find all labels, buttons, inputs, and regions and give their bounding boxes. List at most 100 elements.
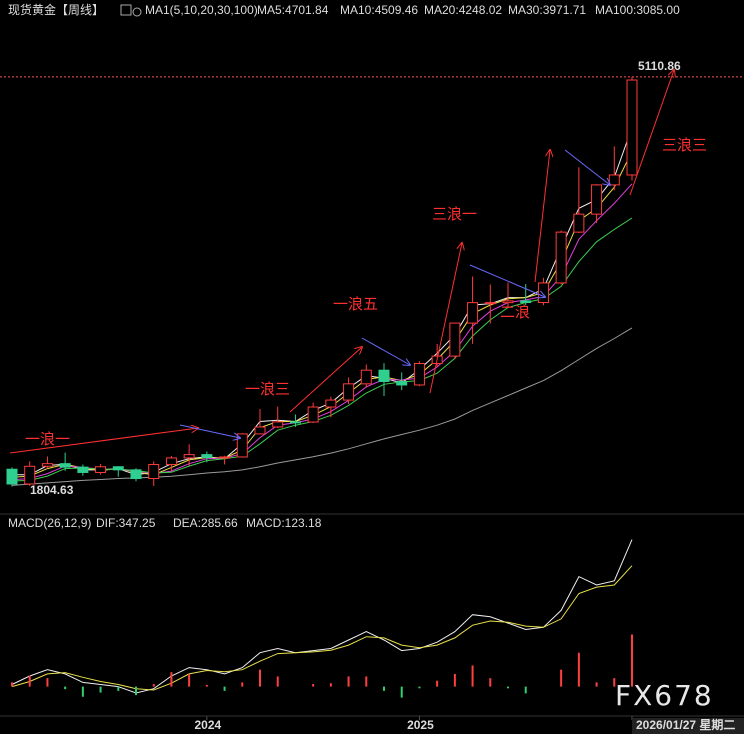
macd-bar — [613, 678, 616, 687]
candle-body — [272, 421, 284, 428]
macd-bar — [400, 686, 403, 698]
macd-bar — [205, 684, 208, 687]
legend-value: 4701.84 — [285, 3, 329, 17]
candle-body — [165, 457, 177, 466]
macd-bar — [152, 684, 155, 687]
icon — [120, 4, 132, 16]
candle-body — [148, 464, 160, 480]
legend-name: MA10: — [340, 3, 375, 17]
low-label: 1804.63 — [30, 483, 74, 497]
macd-bar — [365, 676, 368, 687]
candle-body — [608, 174, 620, 186]
candle-body — [591, 184, 603, 215]
x-tick-label: 2025 — [407, 718, 434, 732]
legend-entry: MA10:4509.46 — [340, 3, 418, 17]
macd-bar — [631, 634, 633, 687]
legend-name: MA20: — [424, 3, 459, 17]
macd-bar — [81, 686, 84, 697]
legend-name: MACD: — [246, 516, 285, 530]
series-line — [11, 151, 633, 478]
legend-entry: MA20:4248.02 — [424, 3, 502, 17]
macd-bar — [276, 676, 279, 687]
legend-name: MA5: — [257, 3, 285, 17]
macd-bar — [135, 686, 137, 696]
arrow — [429, 243, 462, 394]
macd-bar — [241, 682, 244, 687]
candle-body — [413, 363, 425, 386]
macd-bar — [64, 686, 67, 690]
candle-body — [236, 433, 248, 458]
annotation: 一浪三 — [245, 381, 290, 398]
legend-value: 4509.46 — [375, 3, 419, 17]
indicator-label: MA1(5,10,20,30,100) — [145, 3, 258, 17]
legend-value: 285.66 — [201, 516, 238, 530]
macd-bar — [223, 686, 226, 691]
macd-bar — [595, 682, 598, 687]
macd-bar — [329, 683, 332, 687]
legend-name: MA30: — [508, 3, 543, 17]
legend-entry: MACD:123.18 — [246, 516, 322, 530]
legend-entry: MA5:4701.84 — [257, 3, 329, 17]
candle-body — [520, 300, 532, 304]
chart-title: 现货黄金【周线】 — [8, 2, 104, 17]
candle-body — [325, 399, 337, 408]
legend-value: 3971.71 — [543, 3, 587, 17]
candle-body — [289, 421, 301, 424]
legend-value: 123.18 — [285, 516, 322, 530]
candle-body — [502, 300, 514, 304]
wave-arrows — [9, 70, 674, 454]
arrow — [289, 347, 362, 413]
annotation: 三浪三 — [662, 137, 707, 154]
legend-name: DIF: — [96, 516, 119, 530]
plot: MA5:4701.84 MA10:4509.46 MA20:4248.02 MA30:… — [0, 3, 744, 734]
candle-body — [307, 406, 319, 423]
candle-body — [130, 469, 142, 480]
arrow — [534, 150, 550, 283]
candle-body — [378, 369, 390, 382]
x-tick-label: 2026/01/27 星期二 — [636, 717, 735, 732]
x-tick-label: 2024 — [195, 718, 222, 732]
annotation: 一浪一 — [25, 431, 70, 448]
annotation: 三浪一 — [432, 206, 477, 223]
legend-entry: DEA:285.66 — [173, 516, 238, 530]
candle-body — [183, 454, 195, 459]
arrow — [469, 264, 545, 297]
candle-body — [484, 302, 496, 305]
candle-body — [77, 466, 89, 473]
series-line — [11, 183, 633, 481]
arrow — [629, 70, 674, 196]
candle-body — [112, 466, 124, 471]
macd-bar — [188, 673, 191, 687]
legend-name: DEA: — [173, 516, 201, 530]
candle-body — [360, 369, 372, 385]
macd-bar — [507, 686, 509, 689]
candle-body — [201, 454, 213, 458]
panel-title: MACD(26,12,9) — [8, 516, 91, 530]
macd-bar — [259, 669, 261, 687]
macd-bar — [453, 673, 456, 687]
candle-body — [396, 380, 408, 386]
macd-bar — [99, 686, 102, 693]
candle-body — [6, 468, 18, 485]
legend-value: 3085.00 — [636, 3, 680, 17]
arrow — [564, 149, 610, 185]
candle-body — [449, 322, 461, 357]
candle-body — [24, 465, 36, 485]
macd-bar — [436, 680, 439, 687]
series-line — [11, 565, 633, 691]
arrow — [361, 337, 410, 365]
candle-body — [555, 231, 567, 284]
candle-body — [254, 426, 266, 435]
macd-bar — [46, 678, 49, 687]
series-line — [11, 217, 633, 482]
macd-bar — [383, 686, 385, 691]
candle-body — [467, 302, 479, 324]
macd-bar — [577, 652, 580, 687]
annotation: 二浪 — [500, 304, 530, 321]
macd-bar — [560, 669, 563, 687]
candle-body — [41, 463, 53, 467]
macd-bar — [489, 678, 492, 687]
candle-body — [219, 456, 231, 459]
macd-bar — [347, 676, 350, 687]
arrow — [179, 424, 240, 438]
